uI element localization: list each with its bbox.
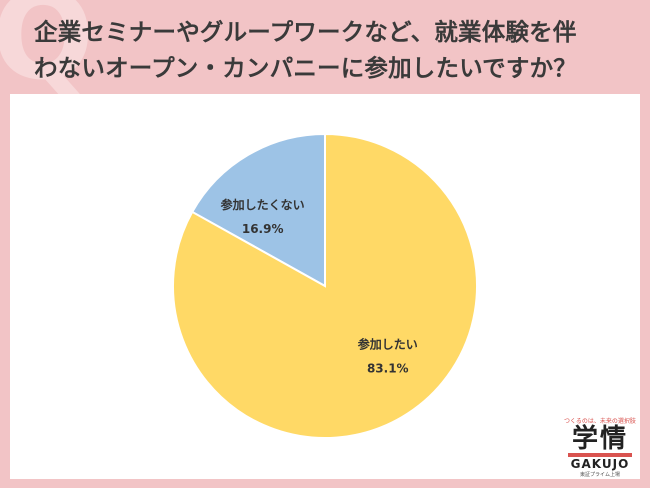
slice-value-1: 83.1% [367,361,409,375]
slice-value-0: 16.9% [242,222,284,236]
pie-slice-0 [190,132,326,288]
pie-slice-1 [172,132,478,439]
logo-tagline: つくるのは、未来の選択肢 [564,418,636,425]
question-mark-decoration: Q [0,0,95,107]
page-title: 企業セミナーやグループワークなど、就業体験を伴 わないオープン・カンパニーに参加… [34,14,634,86]
slice-label-0: 参加したくない [221,197,305,212]
pie-chart: 参加したくない 16.9% 参加したい 83.1% [172,132,478,439]
title-line-1: 企業セミナーやグループワークなど、就業体験を伴 [34,18,577,46]
logo-subtext: 東証プライム上場 [580,472,620,478]
logo-bar [568,453,632,457]
slice-label-1: 参加したい [358,336,418,351]
chart-panel: 参加したくない 16.9% 参加したい 83.1% [10,94,640,479]
gakujo-logo: つくるのは、未来の選択肢 学情 GAKUJO 東証プライム上場 [562,416,638,478]
logo-english: GAKUJO [570,457,630,471]
title-line-2: わないオープン・カンパニーに参加したいですか？ [34,54,577,82]
logo-kanji: 学情 [571,424,628,454]
